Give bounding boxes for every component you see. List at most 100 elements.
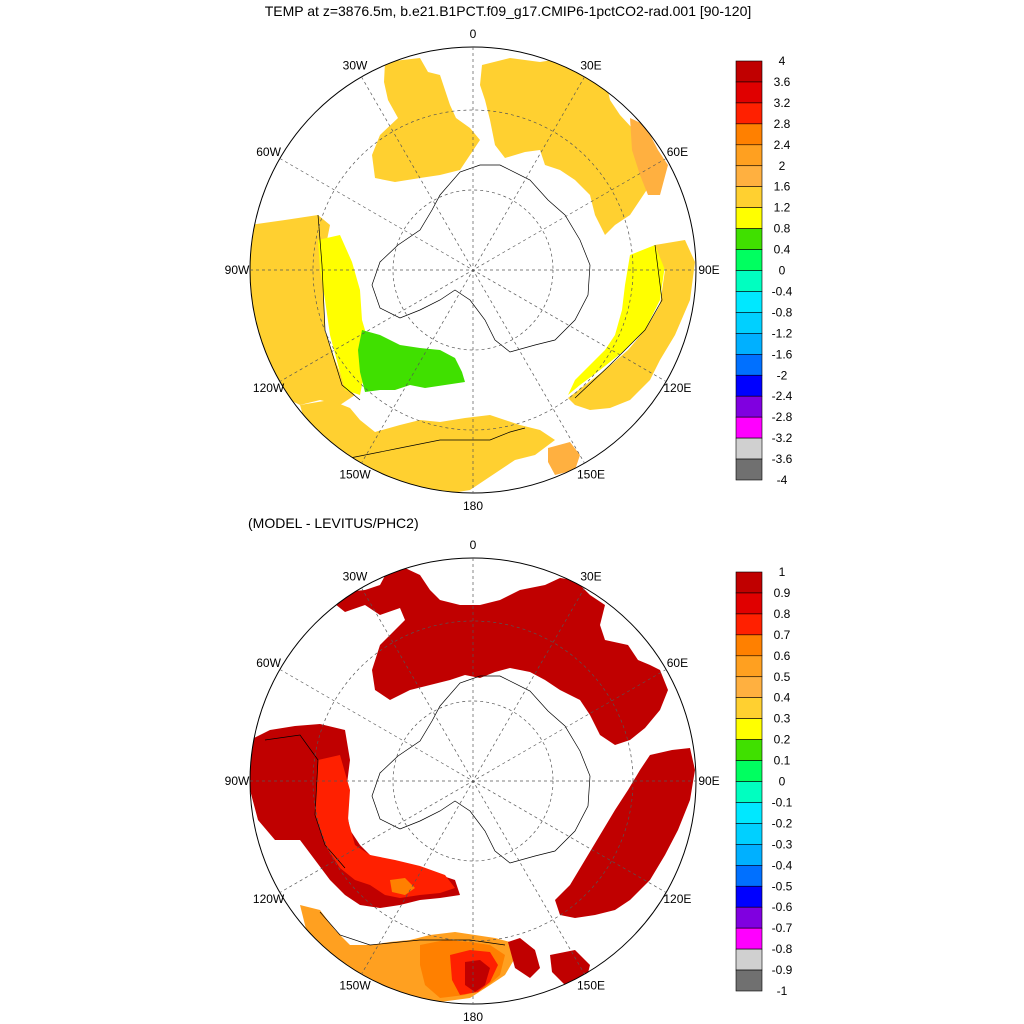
field-pacific-sector bbox=[250, 215, 355, 405]
colorbar-tick-label: -0.8 bbox=[772, 942, 793, 956]
field-indian-yellow bbox=[568, 245, 665, 395]
colorbar-swatch bbox=[735, 655, 763, 678]
colorbar-swatch bbox=[735, 864, 763, 887]
coastline-antarctica bbox=[371, 164, 591, 353]
colorbar-tick-label: 3.2 bbox=[774, 96, 791, 110]
colorbar-swatch bbox=[735, 969, 763, 992]
colorbar-swatch bbox=[735, 312, 763, 334]
field-atlantic-sector bbox=[372, 58, 480, 182]
colorbar-swatch bbox=[735, 781, 763, 803]
colorbar-tick-label: 0.1 bbox=[774, 754, 791, 768]
lon-label: 120W bbox=[253, 381, 285, 395]
colorbar-tick-label: 0.4 bbox=[774, 691, 791, 705]
field-indian-sector bbox=[555, 748, 695, 918]
lon-label: 30E bbox=[580, 59, 601, 73]
lon-label: 90W bbox=[225, 263, 250, 277]
colorbar-tick-label: -3.6 bbox=[772, 452, 793, 466]
colorbar-top: 4 3.6 3.2 2.8 2.4 2 1.6 1.2 0.8 0.4 0 -0.4 -0.8 -1.2 -… bbox=[735, 54, 793, 487]
lon-labels: 0 30E 60E 90E 120E 150E 180 150W 120W 90W 60W 30W bbox=[225, 538, 720, 1024]
colorbar-tick-label: -0.6 bbox=[772, 900, 793, 914]
colorbar-swatch bbox=[735, 802, 763, 824]
colorbar-tick-label: 0.6 bbox=[774, 649, 791, 663]
colorbar-swatch bbox=[735, 207, 763, 229]
colorbar-tick-label: -2 bbox=[777, 368, 788, 382]
colorbar-swatch bbox=[735, 270, 763, 292]
field-bottom bbox=[250, 568, 695, 1002]
colorbar-tick-label: 0 bbox=[779, 264, 786, 278]
colorbar-swatch bbox=[735, 697, 763, 719]
colorbar-tick-label: 2.8 bbox=[774, 117, 791, 131]
graticule bbox=[250, 558, 696, 1004]
colorbar-tick-label: -2.8 bbox=[772, 410, 793, 424]
lon-label: 30W bbox=[343, 570, 368, 584]
colorbar-swatch bbox=[735, 165, 763, 188]
lon-label: 120E bbox=[663, 892, 691, 906]
colorbar-swatch bbox=[735, 823, 763, 845]
colorbar-swatch bbox=[735, 927, 763, 950]
field-indian-sector bbox=[568, 240, 695, 410]
colorbar-swatch bbox=[735, 634, 763, 657]
colorbar-swatch bbox=[735, 571, 763, 594]
field-atlantic-sector-east bbox=[480, 58, 660, 235]
colorbar-tick-label: -4 bbox=[777, 473, 788, 487]
lon-label: 120E bbox=[663, 381, 691, 395]
lon-label: 30E bbox=[580, 570, 601, 584]
colorbar-swatch bbox=[735, 395, 763, 418]
colorbar-swatch bbox=[735, 123, 763, 146]
colorbar-swatch bbox=[735, 144, 763, 167]
lon-label: 60W bbox=[256, 145, 281, 159]
colorbar-swatch bbox=[735, 613, 763, 636]
lon-label: 150E bbox=[577, 467, 605, 481]
colorbar-swatch bbox=[735, 592, 763, 615]
lon-label: 60E bbox=[667, 145, 688, 159]
colorbar-tick-label: -3.2 bbox=[772, 431, 793, 445]
colorbar-tick-label: 1.2 bbox=[774, 201, 791, 215]
colorbar-swatch bbox=[735, 353, 763, 376]
figure-title: TEMP at z=3876.5m, b.e21.B1PCT.f09_g17.C… bbox=[265, 3, 752, 19]
colorbar-tick-label: -1.2 bbox=[772, 326, 793, 340]
colorbar-tick-label: -2.4 bbox=[772, 389, 793, 403]
lon-label: 60E bbox=[667, 656, 688, 670]
colorbar-swatch bbox=[735, 739, 763, 761]
lon-label: 150W bbox=[339, 467, 371, 481]
colorbar-swatch bbox=[735, 81, 763, 104]
colorbar-swatch bbox=[735, 718, 763, 740]
colorbar-tick-label: 0.2 bbox=[774, 733, 791, 747]
colorbar-tick-label: -0.5 bbox=[772, 879, 793, 893]
field-pacific-red bbox=[315, 755, 455, 898]
colorbar-swatch bbox=[735, 458, 763, 481]
colorbar-swatch bbox=[735, 416, 763, 439]
figure-subtitle: (MODEL - LEVITUS/PHC2) bbox=[248, 515, 419, 531]
colorbar-swatch bbox=[735, 102, 763, 125]
colorbar-tick-label: 0.5 bbox=[774, 670, 791, 684]
colorbar-tick-label: 0.7 bbox=[774, 628, 791, 642]
contour-line bbox=[349, 427, 526, 459]
colorbar-tick-label: -0.4 bbox=[772, 284, 793, 298]
lon-label: 180 bbox=[463, 1010, 483, 1024]
colorbar-tick-label: -1.6 bbox=[772, 347, 793, 361]
colorbar-swatch bbox=[735, 844, 763, 866]
colorbar-bottom: 1 0.9 0.8 0.7 0.6 0.5 0.4 0.3 0.2 0.1 0 -0.1 -0.2 -0.… bbox=[735, 565, 793, 998]
colorbar-swatch bbox=[735, 60, 763, 83]
field-ross-sea-max bbox=[465, 960, 490, 992]
coastline-antarctica bbox=[371, 675, 591, 864]
colorbar-swatch bbox=[735, 948, 763, 971]
lon-label: 120W bbox=[253, 892, 285, 906]
colorbar-tick-label: 2 bbox=[779, 159, 786, 173]
colorbar-swatch bbox=[735, 437, 763, 460]
lon-label: 180 bbox=[463, 499, 483, 513]
colorbar-tick-label: -0.2 bbox=[772, 816, 793, 830]
colorbar-swatch bbox=[735, 291, 763, 313]
colorbar-tick-label: 1.6 bbox=[774, 180, 791, 194]
map-panel-bottom: 0 30E 60E 90E 120E 150E 180 150W 120W 90W 60W 30W bbox=[225, 538, 720, 1024]
colorbar-tick-label: 0.8 bbox=[774, 222, 791, 236]
colorbar-tick-label: 0.9 bbox=[774, 586, 791, 600]
field-pacific-yellow bbox=[318, 235, 365, 395]
graticule bbox=[250, 47, 696, 493]
colorbar-tick-label: 2.4 bbox=[774, 138, 791, 152]
colorbar-tick-label: -0.7 bbox=[772, 921, 793, 935]
colorbar-tick-label: 4 bbox=[779, 54, 786, 68]
colorbar-swatch bbox=[735, 228, 763, 250]
map-panel-top: 0 30E 60E 90E 120E 150E 180 150W 120W 90W 60W 30W bbox=[225, 27, 720, 513]
